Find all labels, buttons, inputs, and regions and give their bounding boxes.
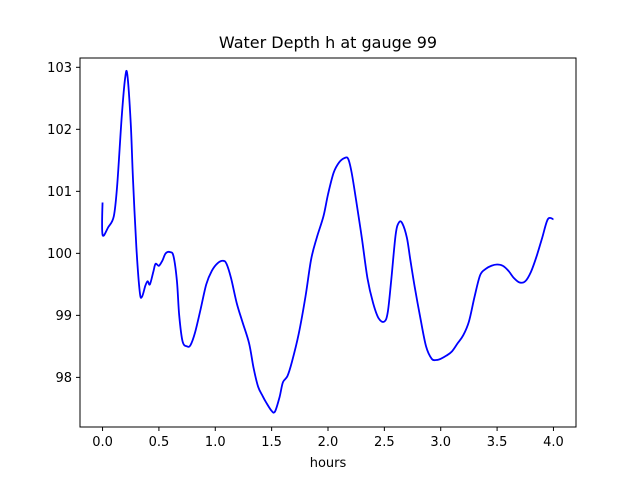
x-tick-label: 3.0: [430, 435, 451, 450]
y-tick-label: 99: [55, 309, 72, 324]
x-tick-label: 2.0: [318, 435, 339, 450]
y-tick-label: 103: [47, 61, 72, 76]
series-layer: [101, 69, 554, 414]
x-axis: 0.0 0.5 1.0 1.5 2.0 2.5 3.0 3.5 4.0: [92, 427, 564, 450]
x-tick-label: 0.5: [149, 435, 170, 450]
y-tick-label: 101: [47, 185, 72, 200]
x-tick-label: 1.0: [205, 435, 226, 450]
x-tick-label: 2.5: [374, 435, 395, 450]
y-tick-label: 102: [47, 123, 72, 138]
x-tick-label: 0.0: [92, 435, 113, 450]
x-tick-label: 3.5: [487, 435, 508, 450]
x-tick-label: 1.5: [261, 435, 282, 450]
x-axis-label: hours: [310, 456, 347, 471]
chart-title: Water Depth h at gauge 99: [219, 33, 437, 52]
y-tick-label: 98: [55, 371, 72, 386]
x-tick-label: 4.0: [543, 435, 564, 450]
y-axis: 98 99 100 101 102 103: [47, 61, 80, 386]
y-tick-label: 100: [47, 247, 72, 262]
series-line: [101, 69, 554, 414]
